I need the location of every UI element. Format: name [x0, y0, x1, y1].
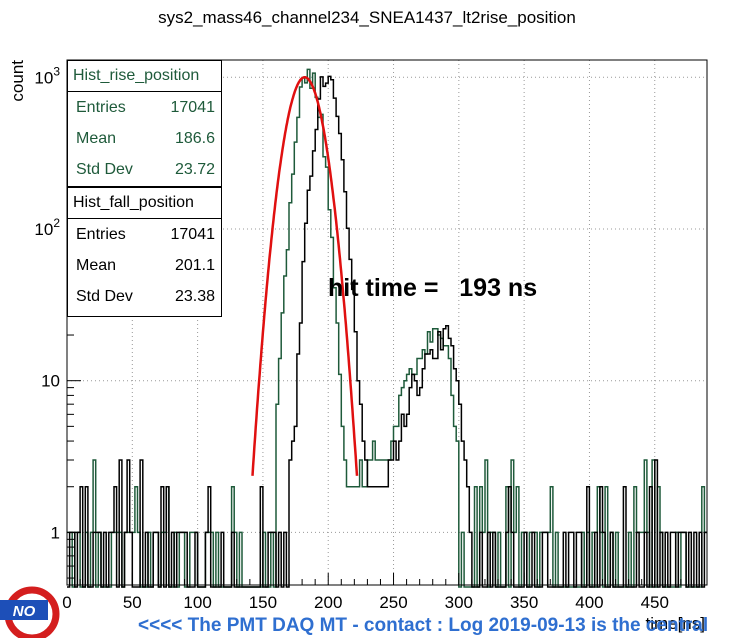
- x-tick-label: 300: [445, 593, 473, 612]
- stats-row-mean: Mean 186.6: [68, 123, 221, 154]
- x-tick-label: 100: [183, 593, 211, 612]
- x-axis-label: time[ns]: [645, 614, 705, 633]
- stats-box-rise: Hist_rise_position Entries 17041 Mean 186.…: [67, 60, 222, 187]
- stats-label: Mean: [76, 130, 117, 147]
- stats-box-fall: Hist_fall_position Entries 17041 Mean 201.…: [67, 187, 222, 317]
- stats-row-mean: Mean 201.1: [68, 250, 221, 281]
- footer-text: <<<< The PMT DAQ MT - contact : Log 2019…: [138, 615, 709, 636]
- y-tick-label: 10: [41, 372, 60, 391]
- x-tick-label: 450: [641, 593, 669, 612]
- x-tick-label: 0: [62, 593, 71, 612]
- stats-label: Entries: [76, 226, 126, 243]
- stats-row-entries: Entries 17041: [68, 92, 221, 123]
- stats-label: Entries: [76, 99, 126, 116]
- chart-title: sys2_mass46_channel234_SNEA1437_lt2rise_…: [158, 8, 576, 27]
- stats-value: 23.72: [174, 161, 215, 178]
- stats-value: 23.38: [174, 288, 215, 305]
- logo-icon: NO: [0, 586, 60, 638]
- stats-value: 201.1: [174, 257, 215, 274]
- plot-frame: [66, 59, 708, 586]
- stats-label: Std Dev: [76, 288, 133, 305]
- stats-value: 17041: [170, 99, 216, 116]
- x-tick-label: 250: [379, 593, 407, 612]
- stats-box-title: Hist_rise_position: [68, 61, 221, 92]
- stats-row-std-dev: Std Dev 23.72: [68, 154, 221, 185]
- x-tick-label: 200: [314, 593, 342, 612]
- grid: [66, 60, 707, 585]
- y-tick-label: 103: [34, 64, 60, 87]
- logo-text: NO: [13, 603, 36, 620]
- x-tick-label: 150: [249, 593, 277, 612]
- plot-series: [67, 68, 707, 588]
- y-axis-label: count: [8, 60, 27, 102]
- y-tick-label: 1: [51, 523, 60, 542]
- y-tick-label: 102: [34, 216, 60, 239]
- hit-time-annotation: hit time = 193 ns: [328, 274, 538, 302]
- histogram-Hist_fall_position: [67, 75, 707, 588]
- stats-row-entries: Entries 17041: [68, 219, 221, 250]
- stats-value: 17041: [170, 226, 216, 243]
- stats-row-std-dev: Std Dev 23.38: [68, 281, 221, 312]
- x-tick-label: 400: [575, 593, 603, 612]
- stats-label: Mean: [76, 257, 117, 274]
- x-axis: 0 50 100 150 200 250 300 350 400 450: [62, 573, 695, 612]
- stats-label: Std Dev: [76, 161, 133, 178]
- fit-curve: [251, 76, 359, 476]
- stats-box-title: Hist_fall_position: [68, 188, 221, 219]
- x-tick-label: 50: [123, 593, 142, 612]
- stats-value: 186.6: [174, 130, 215, 147]
- x-tick-label: 350: [510, 593, 538, 612]
